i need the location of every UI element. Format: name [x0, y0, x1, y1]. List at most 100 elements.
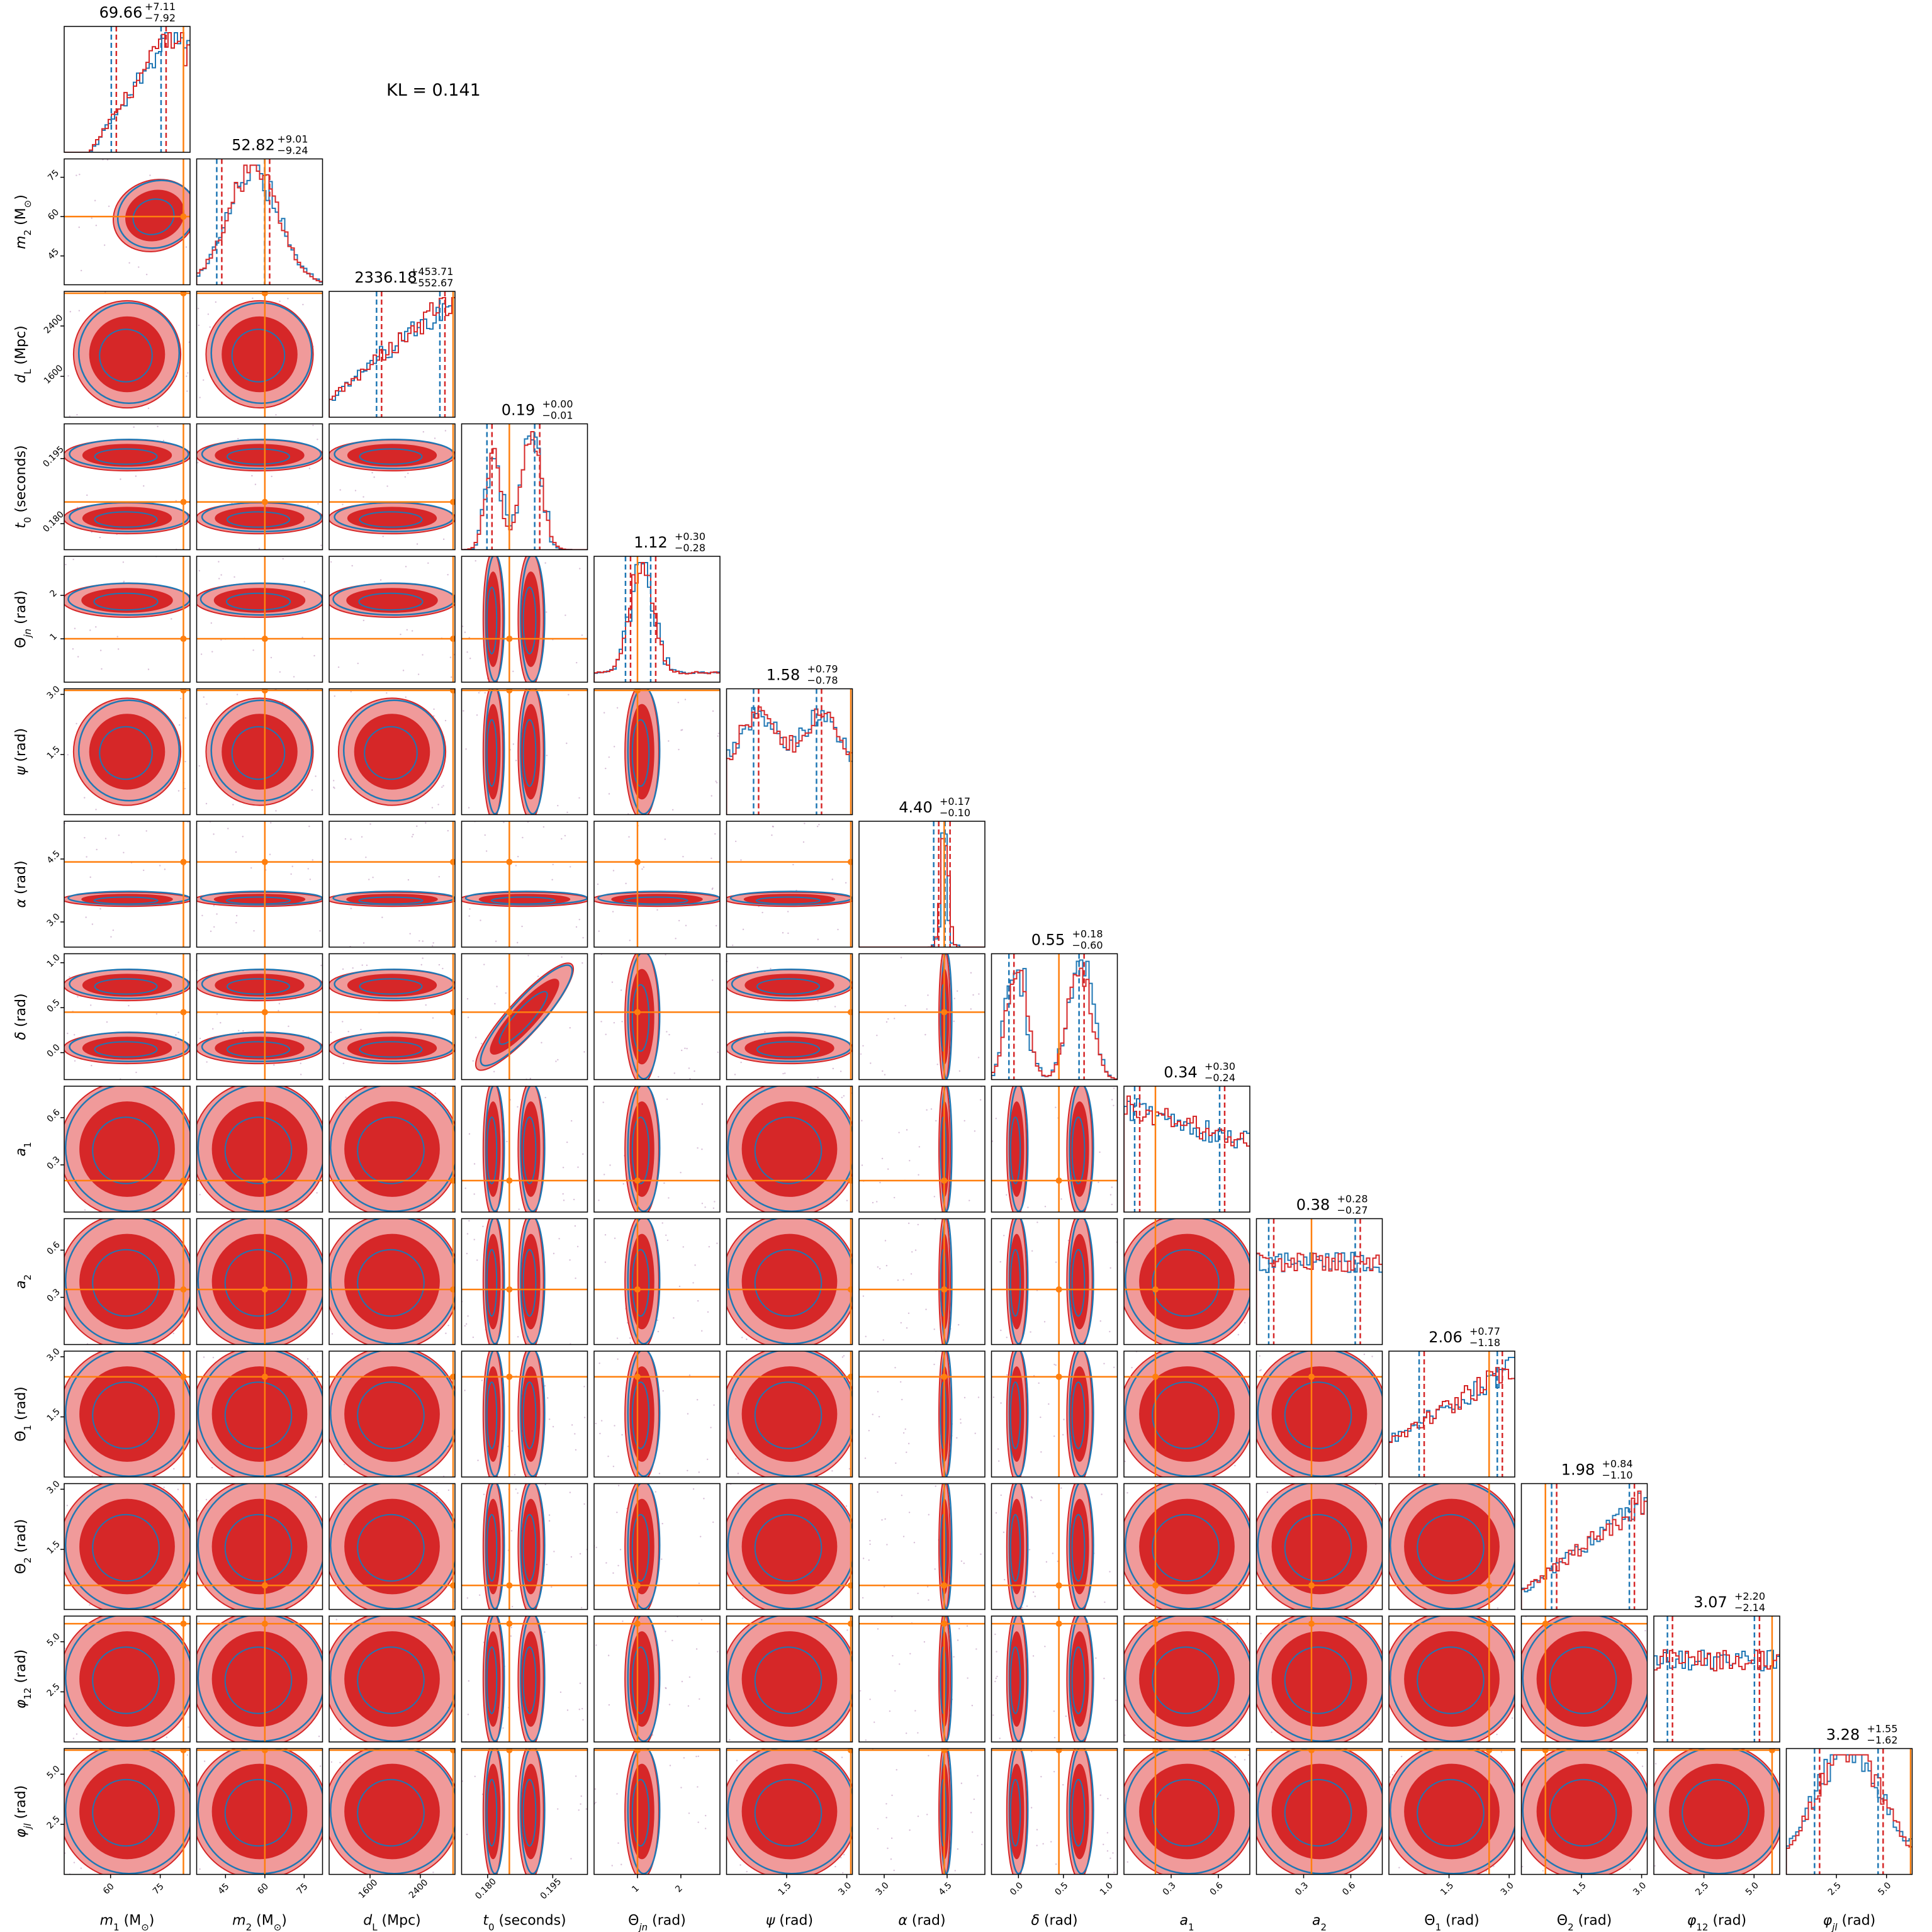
contour-inner: [344, 1233, 440, 1330]
contour-series-2: [1124, 1351, 1250, 1477]
x-tick-label: 4.5: [937, 1880, 954, 1897]
panel-12-6: [858, 1615, 986, 1743]
truth-point: [1486, 1748, 1493, 1754]
y-axis-label: Θ1 (rad): [13, 1386, 33, 1442]
y-axis-label: φ12 (rad): [13, 1649, 33, 1709]
truth-point: [1152, 1620, 1159, 1627]
contour-series-2-inner: [522, 1514, 537, 1582]
contour-inner: [211, 1366, 308, 1462]
hist-series-2: [329, 297, 455, 417]
contour-inner: [741, 1498, 838, 1595]
panel-10-0: 1.5 3.0 Θ1 (rad): [13, 1347, 191, 1478]
contour-inner: [344, 1366, 440, 1462]
contour-series-2: [727, 1086, 853, 1212]
contour-series-2: [627, 1351, 661, 1477]
contour-series-2: [520, 1351, 546, 1477]
contour-inner: [629, 969, 654, 1065]
panel-frame: [858, 1351, 986, 1478]
panel-frame: [196, 1086, 323, 1213]
truth-point: [506, 1582, 513, 1589]
contour-series-2-inner: [1682, 1778, 1749, 1847]
contour-inner: [213, 588, 306, 613]
panel-frame: [196, 1483, 323, 1610]
panel-12-11: [1520, 1615, 1648, 1743]
contour-inner: [1271, 1631, 1368, 1727]
panel-3-0: 0.180 0.195 t0 (seconds): [13, 423, 191, 551]
panel-5-0: 1.5 3.0 ψ (rad): [13, 684, 191, 816]
panel-12-0: 2.5 5.0 φ12 (rad): [13, 1615, 191, 1743]
truth-point: [180, 213, 187, 220]
summary-title: 1.58: [767, 666, 800, 684]
panel-10-6: [858, 1351, 986, 1478]
contour-inner: [211, 1233, 308, 1330]
panel-frame: [196, 291, 323, 418]
truth-point: [847, 1582, 853, 1589]
panel-frame: [593, 1615, 721, 1743]
contour-series-2: [1124, 1218, 1250, 1345]
summary-minus: −552.67: [410, 277, 453, 289]
panel-7-4: [593, 953, 721, 1081]
summary-plus: +0.84: [1602, 1458, 1633, 1470]
y-tick-label: 3.0: [45, 912, 62, 929]
panel-frame: [196, 1615, 323, 1743]
truth-point: [506, 1177, 513, 1184]
panel-13-12: 2.5 5.0 φ12 (rad): [1653, 1748, 1780, 1932]
contour-series-2-inner: [522, 587, 537, 654]
contour-inner: [521, 1233, 541, 1330]
truth-point: [180, 1286, 187, 1293]
contour-series-2-inner: [1071, 1249, 1086, 1317]
contour-inner: [347, 507, 437, 530]
contour-inner: [344, 1101, 440, 1197]
panel-frame: [593, 1086, 721, 1213]
contour-inner: [521, 1366, 541, 1462]
contour-inner: [211, 1498, 308, 1595]
contour-series-2-inner: [522, 1646, 537, 1714]
x-tick-label: 60: [256, 1882, 271, 1897]
contour-series-2-inner: [92, 1514, 160, 1582]
panel-12-2: [329, 1615, 456, 1743]
y-axis-label: φjl (rad): [13, 1785, 33, 1838]
contour-inner: [1009, 1631, 1025, 1727]
x-tick-label: 3.0: [874, 1880, 891, 1897]
contour-series-2-inner: [1549, 1646, 1617, 1714]
contour-inner: [1070, 1763, 1089, 1860]
panel-13-2: 1600 2400 dL (Mpc): [329, 1748, 456, 1932]
y-axis-label: Θ2 (rad): [13, 1519, 33, 1575]
y-tick-label: 1.5: [45, 1539, 62, 1556]
contour-series-2-inner: [631, 984, 650, 1052]
panel-frame: [1388, 1351, 1515, 1478]
contour-series-2: [727, 1483, 853, 1610]
x-tick-label: 0.180: [473, 1877, 498, 1902]
contour-inner: [79, 1233, 175, 1330]
truth-point: [506, 1286, 513, 1293]
panel-frame: [726, 953, 853, 1081]
contour-inner: [79, 1101, 175, 1197]
contour-series-2-inner: [224, 1381, 293, 1449]
summary-title: 52.82: [232, 137, 275, 154]
contour-series-2-inner: [359, 511, 423, 528]
hist-series-1: [991, 967, 1118, 1080]
contour-series-2: [520, 1218, 546, 1345]
contour-series-2: [1069, 1616, 1094, 1742]
truth-point: [261, 1582, 268, 1589]
contour-series-2-inner: [1284, 1514, 1352, 1582]
contour-series-2-inner: [357, 1778, 425, 1847]
contour-series-2-inner: [231, 726, 286, 780]
contour-series-2-inner: [92, 1778, 160, 1847]
contour-inner: [741, 1763, 838, 1860]
contour-series-2: [197, 1218, 323, 1345]
contour-series-2: [627, 1218, 661, 1345]
panel-frame: [593, 688, 721, 816]
contour-inner: [521, 1763, 541, 1860]
y-axis-label: α (rad): [13, 860, 29, 907]
panel-frame: [991, 1218, 1118, 1345]
contour-series-2: [197, 1351, 323, 1477]
x-tick-label: 0.0: [1008, 1880, 1025, 1897]
contour-inner: [82, 974, 172, 997]
panel-9-2: [329, 1218, 456, 1345]
contour-series-2-inner: [357, 1116, 425, 1184]
contour-series-2-inner: [522, 1778, 537, 1847]
truth-point: [634, 1177, 641, 1184]
panel-13-0: 2.5 5.0 φjl (rad) 60 75 m1 (M⊙): [13, 1748, 191, 1932]
hist-series-1: [1124, 1095, 1250, 1212]
